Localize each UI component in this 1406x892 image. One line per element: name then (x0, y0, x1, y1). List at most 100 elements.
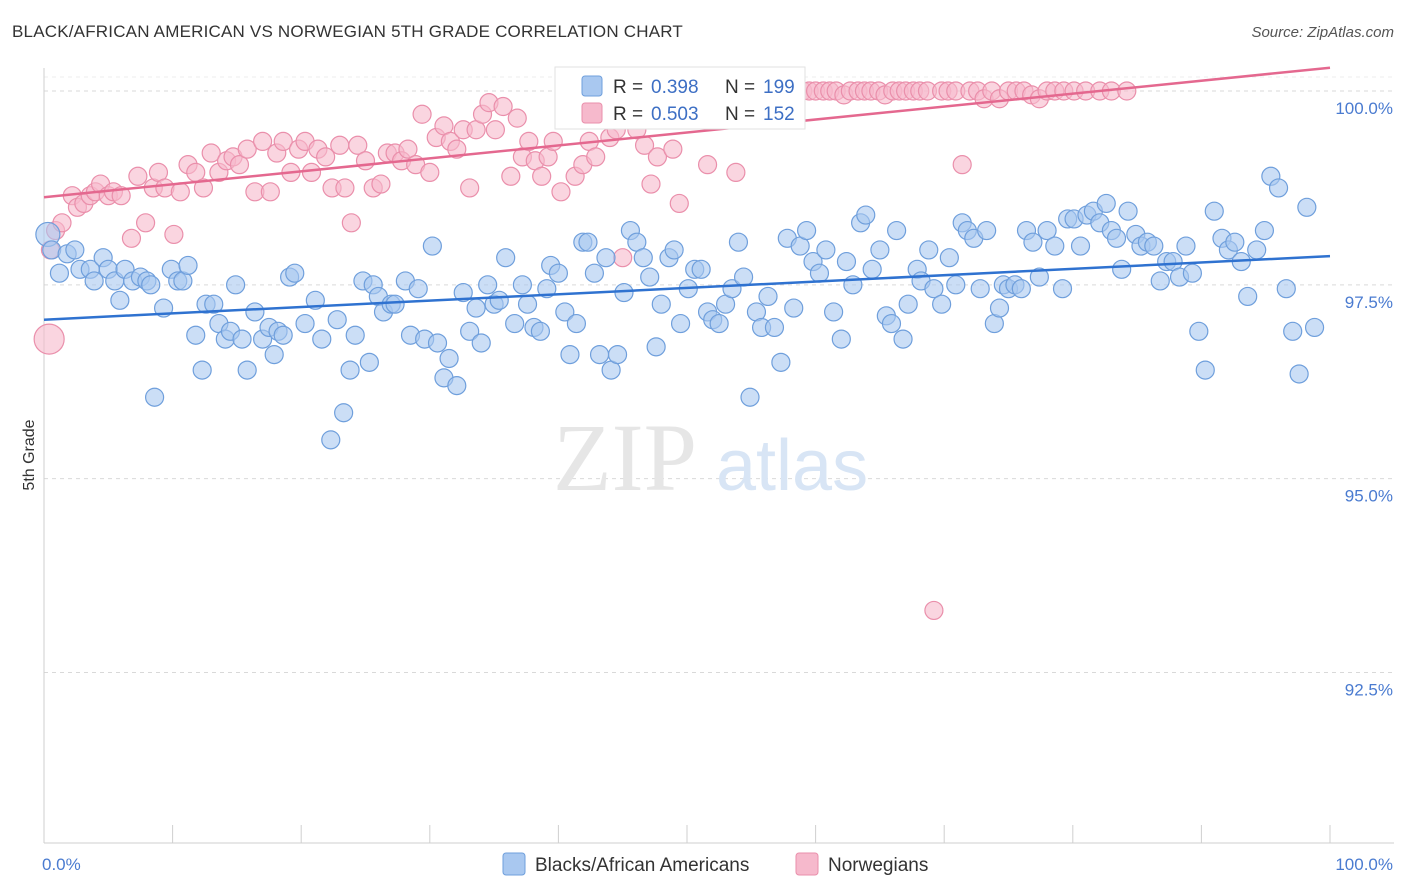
point-pink-40 (316, 147, 336, 167)
point-blue-176 (1150, 271, 1170, 291)
point-blue-147 (970, 279, 990, 299)
legend-r-value-pink: 0.503 (651, 104, 699, 125)
point-blue-106 (709, 313, 729, 334)
trend-lines (43, 66, 1331, 321)
point-blue-58 (408, 279, 428, 299)
point-pink-45 (348, 135, 368, 155)
point-blue-150 (989, 298, 1010, 318)
y-tick-label-2: 95.0% (1345, 487, 1393, 506)
point-pink-66 (493, 96, 513, 117)
watermark: ZIP atlas (553, 404, 868, 511)
stats-legend: R = 0.398 N = 199 R = 0.503 N = 152 (554, 66, 806, 130)
point-pink-133 (952, 155, 972, 175)
point-blue-82 (560, 344, 580, 365)
point-blue-44 (321, 430, 341, 450)
point-blue-45 (327, 310, 347, 330)
legend-n-value-pink: 152 (763, 104, 795, 125)
point-blue-163 (1070, 236, 1091, 256)
point-blue-68 (471, 333, 491, 353)
point-blue-81 (555, 302, 575, 322)
point-blue-109 (728, 232, 749, 252)
point-blue-187 (1225, 232, 1245, 252)
point-blue-88 (596, 248, 616, 268)
point-blue-118 (784, 298, 804, 318)
point-blue-103 (691, 259, 711, 279)
point-blue-167 (1096, 193, 1116, 214)
trend-line-pink (43, 66, 1331, 199)
x-tick-label-max: 100.0% (1335, 855, 1393, 874)
point-blue-129 (856, 205, 876, 225)
point-pink-15 (135, 213, 156, 233)
point-pink-129 (924, 600, 944, 621)
point-blue-43 (312, 329, 332, 349)
legend-n-label-pink: N = (725, 104, 755, 125)
point-blue-148 (977, 220, 997, 241)
point-blue-22 (178, 255, 198, 276)
point-blue-184 (1204, 201, 1224, 221)
point-blue-69 (478, 275, 498, 295)
point-blue-97 (651, 294, 671, 314)
point-blue-130 (862, 259, 882, 279)
point-blue-100 (670, 313, 691, 334)
point-blue-38 (273, 325, 293, 345)
point-pink-43 (335, 178, 355, 198)
point-pink-61 (460, 178, 480, 198)
point-blue-159 (1045, 236, 1065, 256)
point-blue-110 (733, 267, 754, 287)
point-blue-66 (460, 321, 480, 341)
point-blue-78 (537, 279, 557, 299)
point-pink-68 (507, 108, 527, 128)
point-pink-42 (330, 135, 350, 155)
y-tick-label-1: 97.5% (1345, 293, 1393, 312)
point-blue-2 (49, 263, 70, 283)
point-blue-156 (1023, 232, 1043, 252)
point-pink-38 (301, 162, 322, 183)
point-blue-169 (1106, 228, 1127, 248)
point-blue-181 (1182, 263, 1202, 283)
point-blue-193 (1268, 178, 1289, 198)
watermark-zip: ZIP (553, 404, 697, 511)
point-pink-92 (669, 193, 689, 214)
series-legend-label-blue: Blacks/African Americans (535, 855, 749, 876)
point-blue-194 (1276, 279, 1296, 299)
point-pink-28 (229, 155, 250, 175)
point-pink-84 (613, 248, 633, 268)
point-pink-59 (447, 139, 467, 159)
point-blue-160 (1052, 279, 1073, 299)
point-blue-158 (1037, 220, 1057, 241)
point-blue-180 (1176, 236, 1196, 256)
point-pink-91 (663, 139, 683, 159)
trend-line-blue (43, 254, 1331, 321)
point-blue-36 (264, 344, 284, 365)
source-credit: Source: ZipAtlas.com (1251, 24, 1394, 41)
point-blue-182 (1189, 321, 1209, 341)
point-blue-4 (65, 240, 85, 260)
legend-n-value-blue: 199 (763, 77, 795, 98)
point-pink-54 (412, 104, 432, 124)
point-pink-32 (260, 182, 280, 202)
x-ticks (43, 825, 1331, 843)
point-blue-55 (385, 294, 405, 314)
point-blue-115 (764, 317, 785, 338)
point-blue-24 (192, 360, 212, 380)
point-blue-94 (633, 248, 653, 268)
point-pink-13 (121, 228, 142, 248)
point-pink-31 (253, 131, 273, 152)
legend-swatch-blue (581, 75, 603, 97)
point-pink-65 (485, 120, 505, 140)
point-blue-134 (887, 220, 907, 241)
point-blue-17 (144, 387, 165, 407)
point-blue-140 (924, 279, 944, 299)
point-blue-141 (932, 294, 952, 314)
y-tick-label-3: 92.5% (1345, 680, 1393, 699)
point-pink-151 (1117, 81, 1137, 101)
point-blue-65 (453, 282, 473, 303)
series-legend-swatch-blue (502, 852, 526, 876)
point-blue-135 (893, 329, 913, 349)
point-blue-195 (1283, 321, 1303, 341)
point-blue-198 (1304, 317, 1325, 338)
series-legend: Blacks/African Americans Norwegians (502, 852, 928, 876)
point-blue-157 (1029, 267, 1049, 287)
point-blue-33 (245, 302, 265, 322)
point-blue-120 (796, 220, 817, 241)
